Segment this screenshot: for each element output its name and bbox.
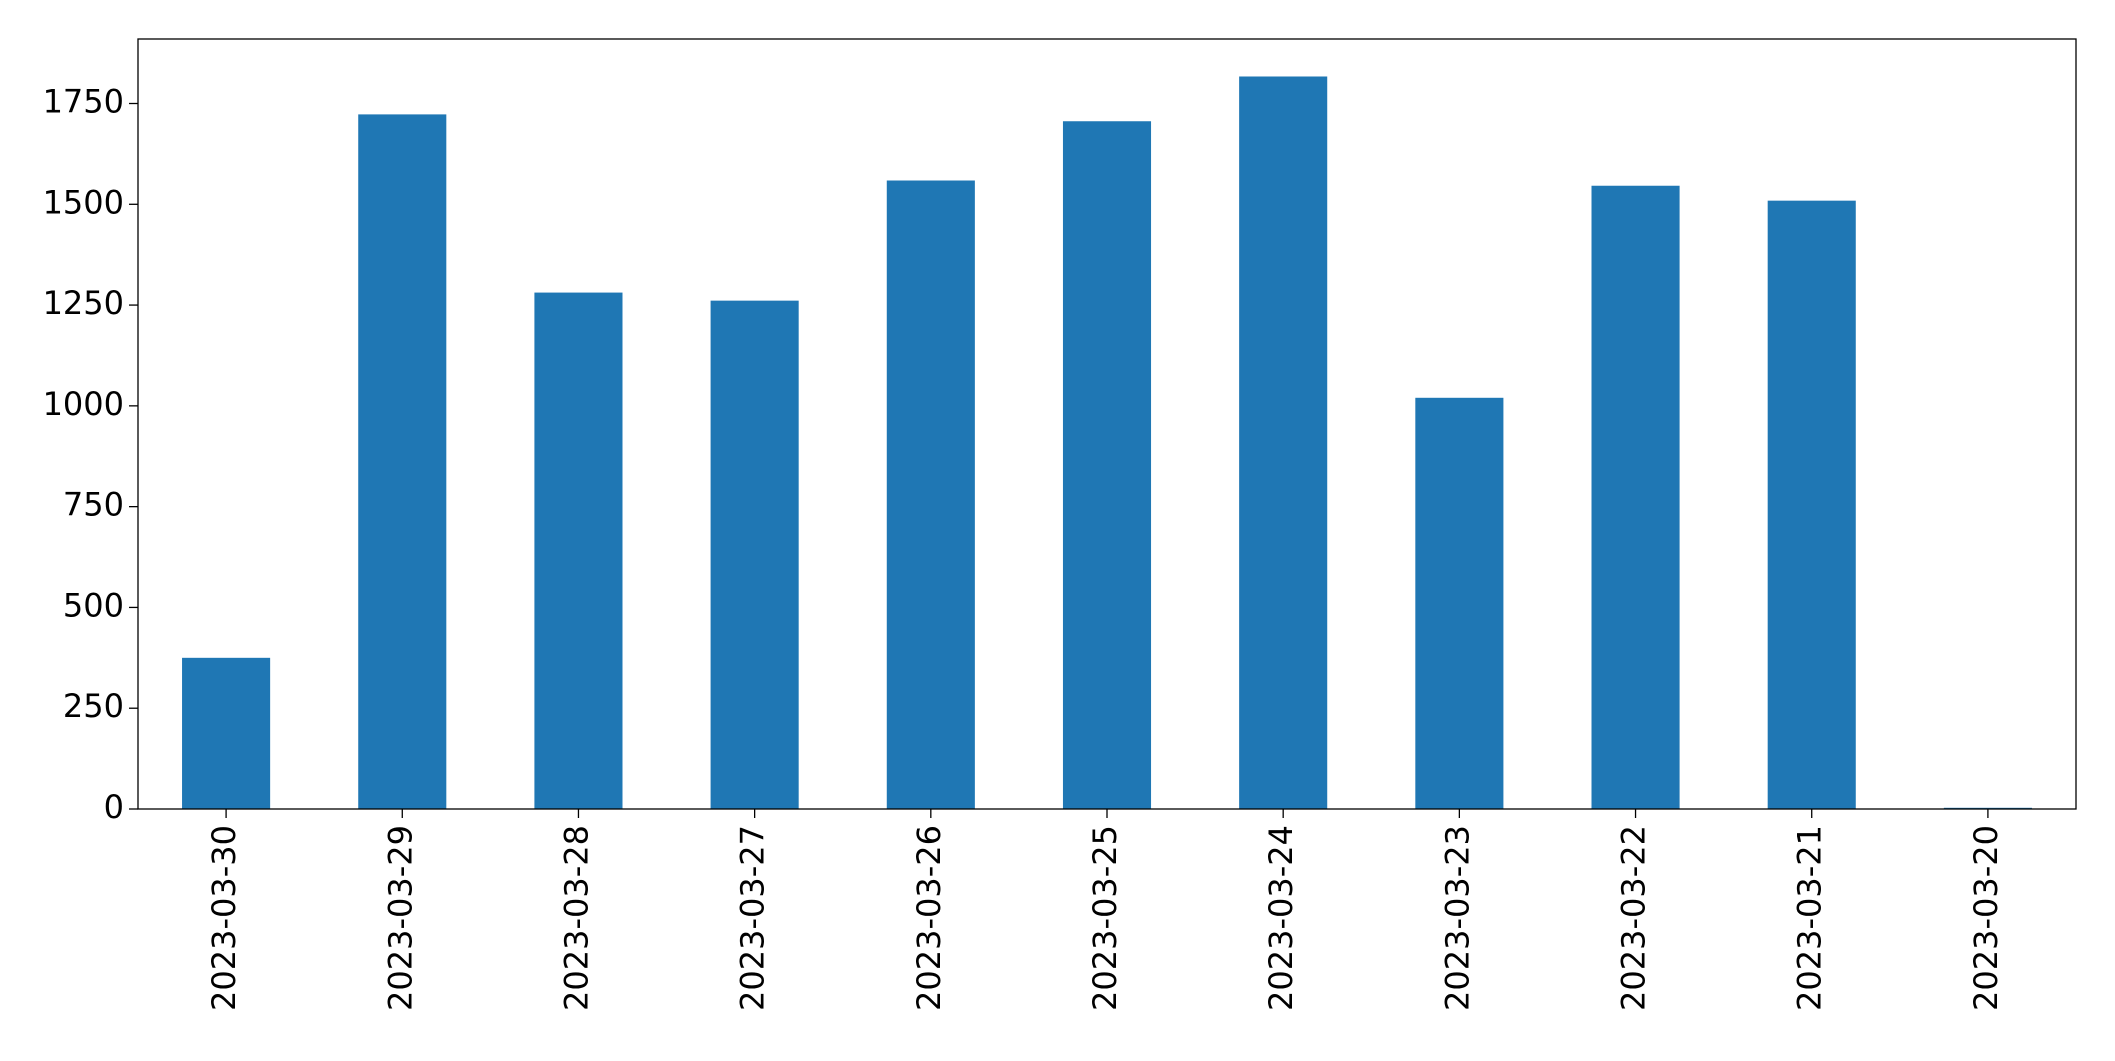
- bar: [1591, 185, 1680, 809]
- x-tick-label: 2023-03-20: [1967, 825, 2005, 1011]
- x-tick-label: 2023-03-25: [1086, 825, 1124, 1011]
- x-tick-label: 2023-03-28: [557, 825, 595, 1011]
- x-tick-label: 2023-03-24: [1262, 825, 1300, 1011]
- y-tick-label: 1750: [43, 83, 124, 121]
- y-tick-label: 500: [63, 586, 124, 624]
- axes-frame: [137, 38, 2077, 810]
- bar: [358, 114, 447, 809]
- y-tick-label: 750: [63, 486, 124, 524]
- x-tick-label: 2023-03-22: [1615, 825, 1653, 1011]
- x-tick-label: 2023-03-26: [910, 825, 948, 1011]
- bar: [886, 180, 975, 809]
- bar: [1239, 76, 1328, 810]
- bar: [182, 657, 271, 809]
- y-tick-label: 0: [104, 788, 124, 826]
- bar: [1062, 121, 1152, 809]
- bar: [534, 292, 623, 809]
- x-tick-label: 2023-03-29: [381, 825, 419, 1011]
- bar: [1415, 397, 1504, 809]
- bar: [1767, 200, 1856, 810]
- x-tick-label: 2023-03-21: [1791, 825, 1829, 1011]
- bar: [710, 300, 799, 809]
- x-tick-label: 2023-03-27: [734, 825, 772, 1011]
- x-tick-label: 2023-03-30: [205, 825, 243, 1011]
- x-tick-label: 2023-03-23: [1438, 825, 1476, 1011]
- y-tick-label: 1500: [43, 183, 124, 221]
- y-tick-label: 1000: [43, 385, 124, 423]
- y-tick-label: 250: [63, 687, 124, 725]
- y-tick-label: 1250: [43, 284, 124, 322]
